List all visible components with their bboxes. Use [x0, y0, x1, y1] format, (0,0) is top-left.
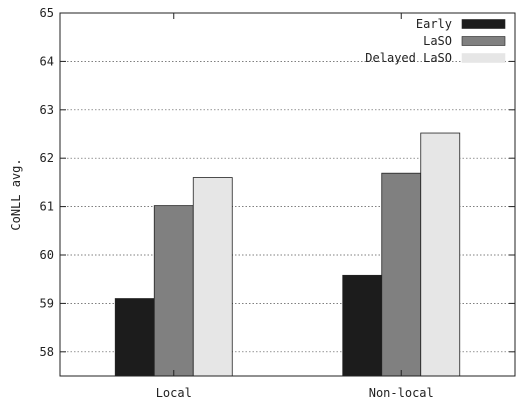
bar-delayed-laso-local: [192, 177, 233, 377]
y-tick-label: 60: [40, 248, 54, 262]
y-tick-label: 64: [40, 54, 54, 68]
bar-delayed-laso-non-local: [420, 132, 461, 377]
y-tick-label: 58: [40, 345, 54, 359]
y-tick-label: 65: [40, 6, 54, 20]
x-tick-label: Local: [156, 386, 192, 400]
legend-label: LaSO: [423, 34, 452, 48]
y-tick-label: 59: [40, 296, 54, 310]
legend-swatch: [461, 53, 506, 63]
legend-label: Early: [416, 17, 452, 31]
legend: Early LaSO Delayed LaSO: [365, 17, 506, 65]
bar-early-local: [114, 298, 155, 377]
x-tick-label: Non-local: [369, 386, 434, 400]
plot-frame: [59, 12, 516, 377]
axis-ticks: 58 59 60 61 62 63 64 65 Local Non-local: [40, 6, 515, 400]
y-tick-label: 62: [40, 151, 54, 165]
bar-laso-non-local: [381, 172, 422, 377]
bar-early-non-local: [342, 274, 383, 377]
y-tick-label: 61: [40, 200, 54, 214]
legend-label: Delayed LaSO: [365, 51, 452, 65]
y-tick-label: 63: [40, 103, 54, 117]
y-axis-label: CoNLL avg.: [9, 158, 23, 230]
legend-swatch: [461, 36, 506, 46]
bar-laso-local: [153, 205, 194, 377]
bars: [114, 132, 461, 377]
legend-swatch: [461, 19, 506, 29]
